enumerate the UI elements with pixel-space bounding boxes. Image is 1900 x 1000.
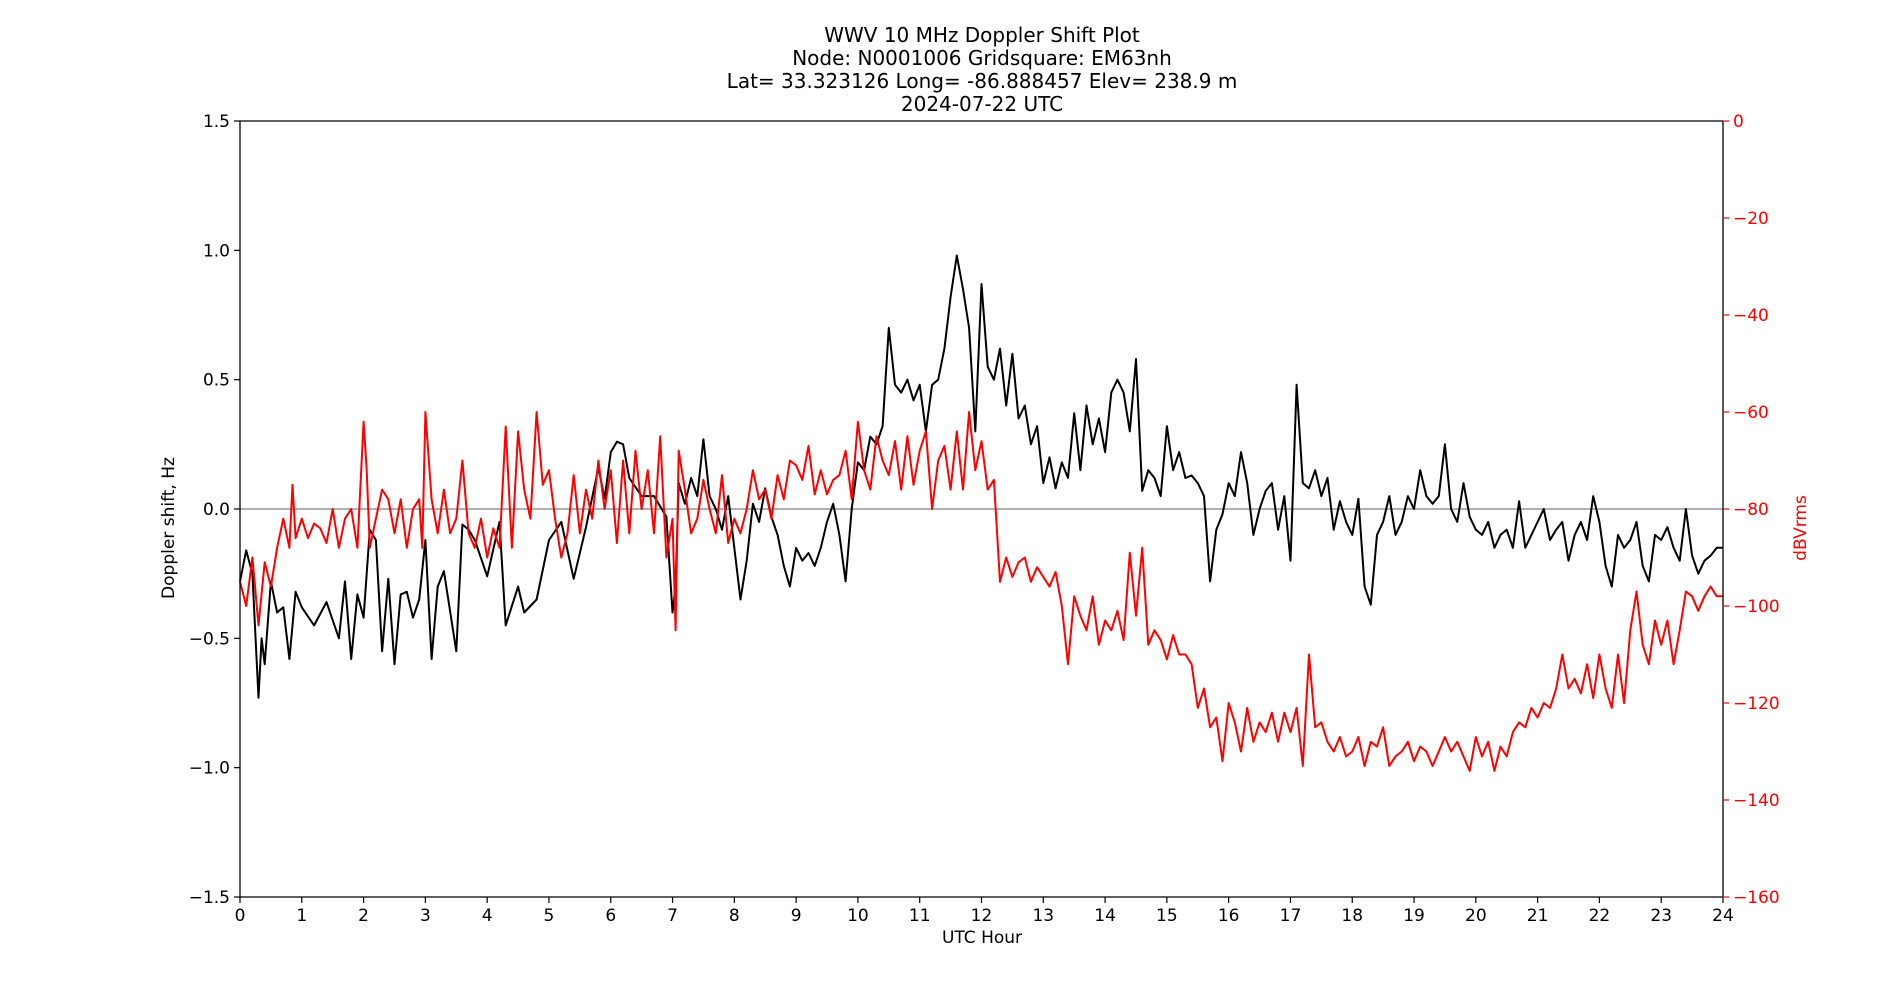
x-tick-label: 22 xyxy=(1589,906,1611,926)
x-tick-label: 10 xyxy=(847,906,869,926)
x-tick-label: 0 xyxy=(235,906,246,926)
x-tick-label: 13 xyxy=(1032,906,1054,926)
title-line-2: Node: N0001006 Gridsquare: EM63nh xyxy=(792,46,1172,70)
x-tick-label: 9 xyxy=(791,906,802,926)
y-tick-label: 0.5 xyxy=(203,371,230,391)
x-tick-label: 2 xyxy=(358,906,369,926)
x-tick-label: 3 xyxy=(420,906,431,926)
x-tick-label: 18 xyxy=(1341,906,1363,926)
y2-tick-label: −60 xyxy=(1733,403,1769,423)
x-tick-label: 12 xyxy=(971,906,993,926)
y-tick-label: 0.0 xyxy=(203,500,230,520)
x-tick-label: 19 xyxy=(1403,906,1425,926)
y2-tick-label: −80 xyxy=(1733,500,1769,520)
x-tick-label: 20 xyxy=(1465,906,1487,926)
x-tick-label: 1 xyxy=(296,906,307,926)
x-tick-label: 7 xyxy=(667,906,678,926)
x-tick-label: 6 xyxy=(605,906,616,926)
x-tick-label: 16 xyxy=(1218,906,1240,926)
y-tick-label: 1.0 xyxy=(203,241,230,261)
y2-tick-label: −160 xyxy=(1733,888,1780,908)
power-series-line xyxy=(239,411,1723,772)
y2-tick-label: −20 xyxy=(1733,209,1769,229)
doppler-series-line xyxy=(239,254,1723,699)
y2-axis-label: dBVrms xyxy=(1791,495,1811,561)
x-axis-label: UTC Hour xyxy=(942,928,1022,948)
y-tick-label: 1.5 xyxy=(203,112,230,132)
y-axis-label: Doppler shift, Hz xyxy=(159,457,179,599)
y2-tick-label: −120 xyxy=(1733,694,1780,714)
x-tick-label: 15 xyxy=(1156,906,1178,926)
x-tick-label: 11 xyxy=(909,906,931,926)
x-tick-label: 24 xyxy=(1712,906,1734,926)
title-line-1: WWV 10 MHz Doppler Shift Plot xyxy=(824,23,1140,47)
x-tick-label: 5 xyxy=(544,906,555,926)
x-tick-label: 17 xyxy=(1280,906,1302,926)
x-tick-label: 21 xyxy=(1527,906,1549,926)
y2-tick-label: 0 xyxy=(1733,112,1744,132)
x-tick-label: 8 xyxy=(729,906,740,926)
title-line-4: 2024-07-22 UTC xyxy=(901,92,1063,116)
y2-tick-label: −100 xyxy=(1733,597,1780,617)
x-tick-label: 14 xyxy=(1094,906,1116,926)
y-tick-label: −0.5 xyxy=(189,629,230,649)
y-tick-label: −1.5 xyxy=(189,888,230,908)
y2-tick-label: −140 xyxy=(1733,791,1780,811)
y-tick-label: −1.0 xyxy=(189,759,230,779)
y2-tick-label: −40 xyxy=(1733,306,1769,326)
x-tick-label: 23 xyxy=(1650,906,1672,926)
x-tick-label: 4 xyxy=(482,906,493,926)
title-line-3: Lat= 33.323126 Long= -86.888457 Elev= 23… xyxy=(727,69,1238,93)
